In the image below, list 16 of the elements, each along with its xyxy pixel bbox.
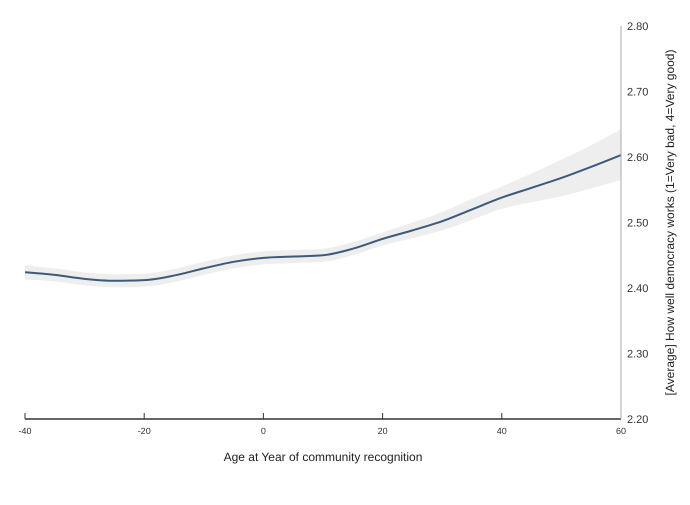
- x-tick-label: -20: [138, 426, 151, 436]
- y-axis-title: [Average] How well democracy works (1=Very bad, 4=Very good): [663, 50, 677, 396]
- x-tick-label: 40: [496, 426, 507, 436]
- y-tick-label: 2.80: [627, 21, 648, 33]
- y-tick-label: 2.50: [627, 218, 648, 230]
- y-tick-label: 2.40: [627, 283, 648, 295]
- x-tick-label: 60: [616, 426, 626, 436]
- x-tick-label: 20: [378, 426, 388, 436]
- x-axis-title: Age at Year of community recognition: [224, 450, 422, 464]
- y-tick-label: 2.30: [627, 348, 648, 360]
- line-series: [24, 154, 622, 282]
- x-tick-label: -40: [18, 426, 32, 436]
- y-tick-label: 2.60: [627, 152, 648, 164]
- y-tick-label: 2.20: [627, 414, 648, 426]
- x-tick-label: 0: [260, 426, 266, 436]
- y-tick-label: 2.70: [627, 86, 648, 98]
